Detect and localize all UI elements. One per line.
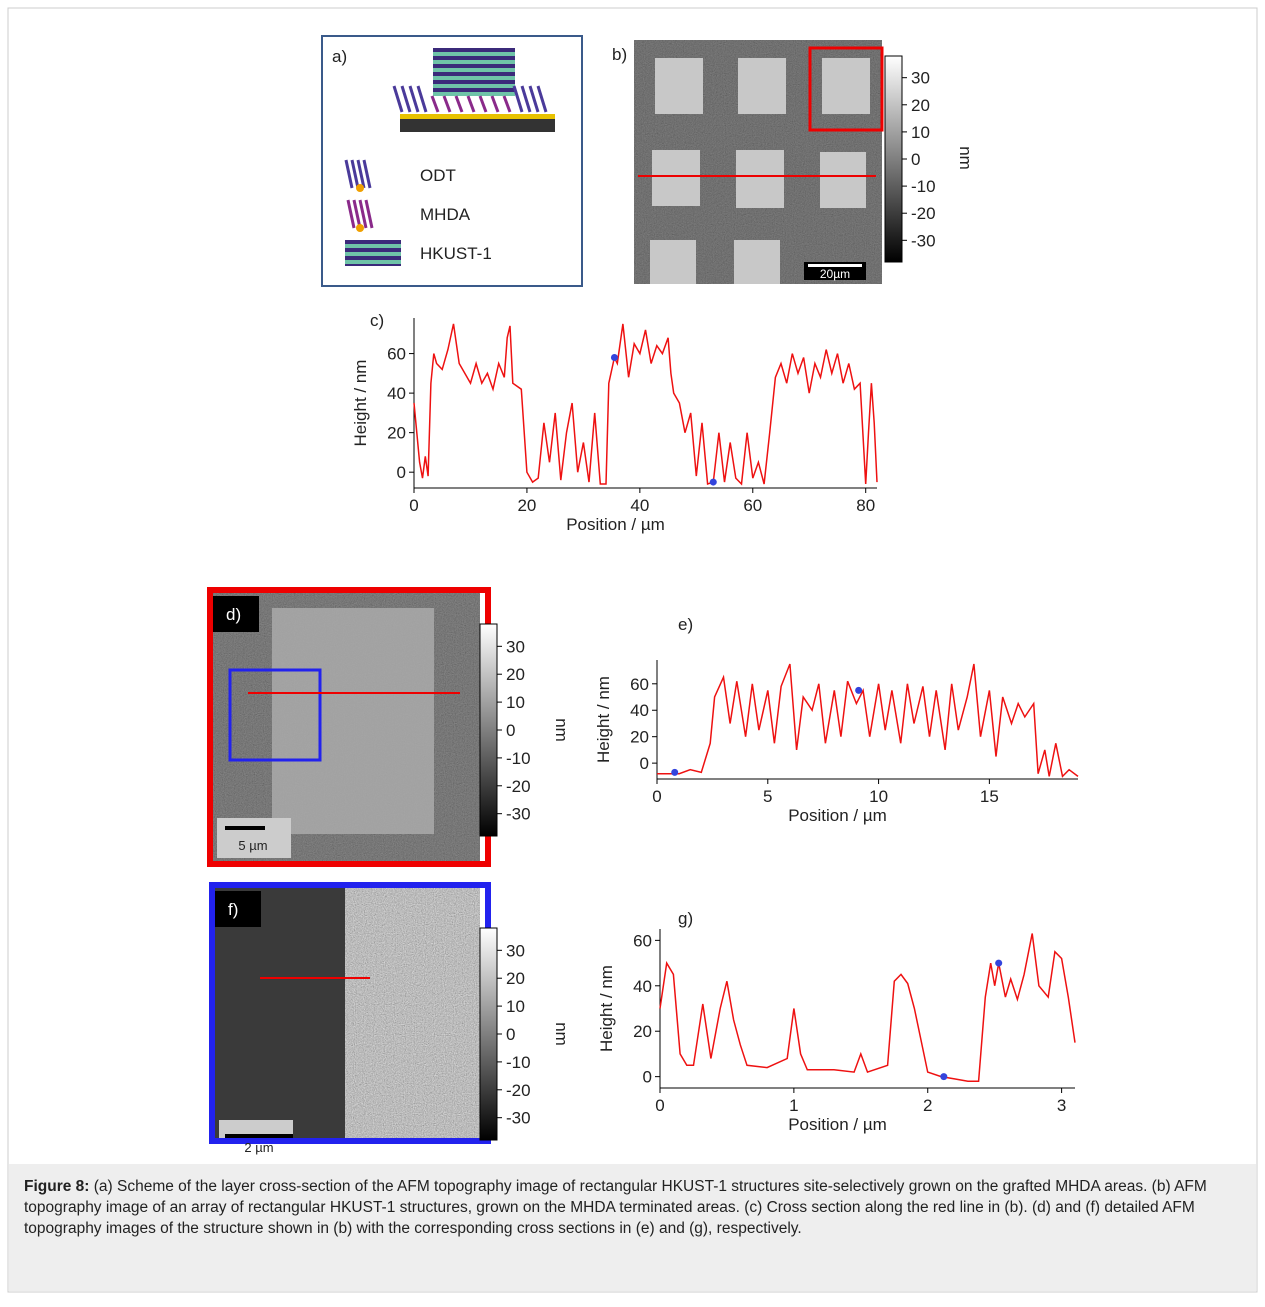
caption-text: (a) Scheme of the layer cross-section of…: [24, 1178, 1207, 1237]
colorbar: [884, 55, 903, 263]
colorbar-tick-label: 20: [506, 969, 525, 988]
y-tick-label: 40: [633, 977, 652, 996]
colorbar-tick-label: -10: [911, 177, 936, 196]
colorbar-tick-label: -20: [911, 204, 936, 223]
colorbar: [479, 927, 498, 1141]
cursor-marker: [709, 478, 717, 486]
y-tick-label: 0: [643, 1068, 652, 1087]
caption-bg: [9, 1164, 1256, 1291]
scale-bar-label: 2 µm: [244, 1140, 273, 1155]
colorbar-tick-label: 0: [506, 1025, 515, 1044]
scale-bar-label: 20µm: [820, 267, 850, 281]
cursor-marker: [940, 1073, 948, 1081]
colorbar-tick-label: -20: [506, 777, 531, 796]
x-tick-label: 60: [743, 496, 762, 515]
y-tick-label: 20: [387, 424, 406, 443]
panel-label: a): [332, 47, 347, 66]
panel-label: g): [678, 909, 693, 928]
y-tick-label: 60: [633, 931, 652, 950]
y-tick-label: 0: [397, 463, 406, 482]
x-axis-label: Position / µm: [788, 1115, 887, 1134]
panel-label: b): [612, 45, 627, 64]
y-axis-label: Height / nm: [597, 965, 616, 1052]
colorbar-tick-label: -30: [506, 805, 531, 824]
caption-label: Figure 8:: [24, 1178, 90, 1195]
y-axis-label: Height / nm: [594, 676, 613, 763]
colorbar-tick-label: -10: [506, 749, 531, 768]
frame: [7, 7, 1258, 1293]
x-axis-label: Position / µm: [788, 806, 887, 825]
legend-label: ODT: [420, 166, 456, 185]
afm-image: [207, 587, 491, 867]
y-tick-label: 40: [387, 384, 406, 403]
colorbar-tick-label: 10: [506, 693, 525, 712]
x-tick-label: 0: [652, 787, 661, 806]
legend-label: HKUST-1: [420, 244, 492, 263]
colorbar-tick-label: 20: [506, 665, 525, 684]
x-tick-label: 3: [1057, 1096, 1066, 1115]
colorbar-tick-label: 30: [506, 941, 525, 960]
afm-image: [634, 40, 884, 284]
colorbar-tick-label: 10: [911, 123, 930, 142]
colorbar-tick-label: -10: [506, 1053, 531, 1072]
legend-label: MHDA: [420, 205, 471, 224]
colorbar-unit: nm: [552, 1022, 571, 1046]
caption: Figure 8: (a) Scheme of the layer cross-…: [24, 1176, 1239, 1239]
colorbar-tick-label: 0: [506, 721, 515, 740]
y-tick-label: 20: [630, 728, 649, 747]
colorbar-unit: nm: [552, 718, 571, 742]
y-tick-label: 40: [630, 701, 649, 720]
scheme: [321, 35, 583, 287]
colorbar-tick-label: 20: [911, 96, 930, 115]
colorbar-unit: nm: [956, 146, 975, 170]
profile-line: [659, 933, 1076, 1082]
y-tick-label: 0: [640, 754, 649, 773]
colorbar-tick-label: 30: [506, 637, 525, 656]
cursor-marker: [855, 686, 863, 694]
x-tick-label: 40: [630, 496, 649, 515]
scale-bar-label: 5 µm: [238, 838, 267, 853]
x-tick-label: 0: [409, 496, 418, 515]
colorbar-tick-label: 0: [911, 150, 920, 169]
panel-label: c): [370, 311, 384, 330]
panel-label: d): [226, 605, 241, 624]
y-tick-label: 60: [387, 345, 406, 364]
cursor-marker: [995, 959, 1003, 967]
colorbar-tick-label: -30: [911, 231, 936, 250]
colorbar-tick-label: 10: [506, 997, 525, 1016]
x-axis-label: Position / µm: [566, 515, 665, 534]
x-tick-label: 0: [655, 1096, 664, 1115]
colorbar-tick-label: -30: [506, 1109, 531, 1128]
panel-label: f): [228, 900, 238, 919]
x-tick-label: 5: [763, 787, 772, 806]
afm-image: [209, 882, 491, 1160]
y-tick-label: 60: [630, 675, 649, 694]
y-tick-label: 20: [633, 1022, 652, 1041]
cursor-marker: [671, 768, 679, 776]
y-axis-label: Height / nm: [351, 360, 370, 447]
profile-line: [657, 663, 1079, 778]
x-tick-label: 2: [923, 1096, 932, 1115]
cursor-marker: [610, 354, 618, 362]
colorbar: [479, 623, 498, 837]
x-tick-label: 80: [856, 496, 875, 515]
x-tick-label: 20: [517, 496, 536, 515]
x-tick-label: 1: [789, 1096, 798, 1115]
x-tick-label: 15: [980, 787, 999, 806]
colorbar-tick-label: -20: [506, 1081, 531, 1100]
profile-line: [413, 323, 878, 486]
colorbar-tick-label: 30: [911, 69, 930, 88]
x-tick-label: 10: [869, 787, 888, 806]
panel-label: e): [678, 615, 693, 634]
